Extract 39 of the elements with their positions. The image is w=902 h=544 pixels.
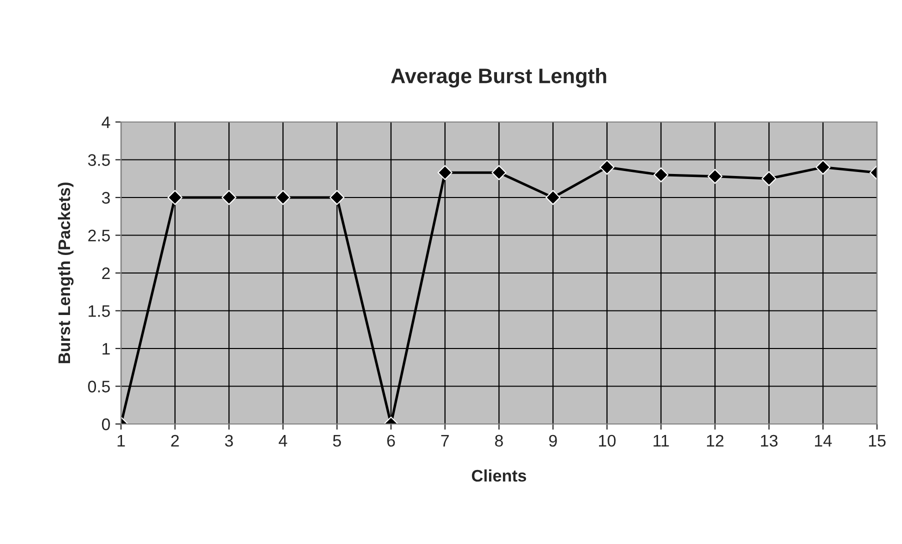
point — [708, 168, 722, 184]
y-tick-label: 1 — [102, 343, 110, 355]
point — [600, 160, 614, 175]
y-tick-label: 0 — [102, 418, 110, 430]
x-tick-label: 11 — [654, 435, 669, 446]
x-tick-label: 1 — [118, 435, 125, 446]
y-tick-label: 2.5 — [88, 230, 110, 242]
x-tick-label: 5 — [333, 435, 341, 447]
y-tick-label: 4 — [102, 116, 110, 128]
y-tick-label: 2 — [102, 267, 110, 280]
point — [546, 190, 560, 205]
x-tick-label: 7 — [441, 435, 449, 446]
point — [654, 167, 668, 182]
point — [276, 190, 290, 205]
point — [816, 160, 830, 175]
x-tick-label: 3 — [225, 434, 233, 447]
x-tick-label: 14 — [815, 435, 832, 446]
x-tick-label: 15 — [869, 435, 886, 447]
x-tick-label: 8 — [495, 434, 503, 447]
y-tick-label: 0.5 — [88, 380, 110, 392]
y-tick-label: 1.5 — [88, 305, 110, 317]
x-tick-label: 2 — [171, 434, 179, 446]
x-tick-label: 12 — [707, 434, 724, 446]
point — [330, 190, 344, 205]
x-tick-label: 4 — [278, 435, 288, 446]
x-tick-label: 9 — [549, 434, 557, 447]
point — [222, 190, 236, 205]
y-tick-label: 3 — [102, 192, 110, 204]
y-tick-label: 3.5 — [88, 154, 110, 166]
x-tick-label: 10 — [599, 434, 616, 447]
point — [168, 190, 182, 205]
x-axis-title: Clients — [472, 469, 526, 482]
x-tick-label: 13 — [761, 434, 778, 447]
point — [438, 165, 452, 180]
point — [492, 165, 506, 180]
x-tick-label: 6 — [387, 434, 395, 447]
point — [762, 171, 776, 186]
chart-title: Average Burst Length — [391, 68, 606, 88]
y-axis-title: Burst Length (Packets) — [58, 182, 74, 364]
